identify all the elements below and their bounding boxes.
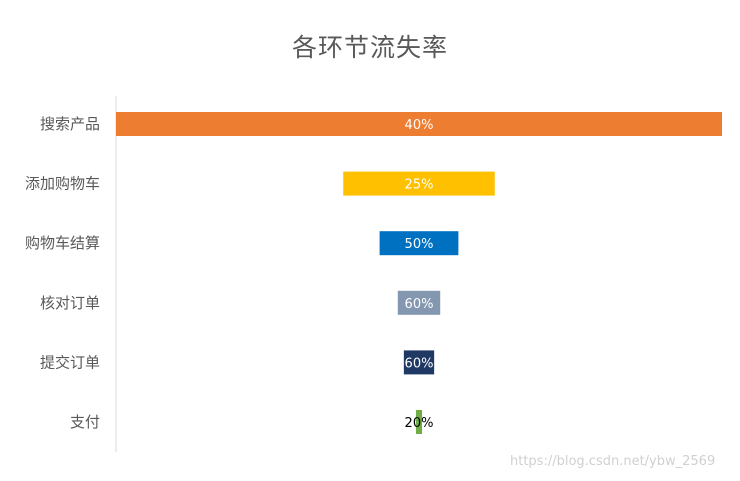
- category-label-3: 购物车结算: [25, 234, 100, 252]
- bar-2: [343, 171, 495, 196]
- bar-5: [403, 350, 435, 375]
- bar-4: [397, 290, 441, 315]
- watermark: https://blog.csdn.net/ybw_2569: [510, 454, 716, 469]
- bar-6: [415, 410, 423, 434]
- bar-3: [379, 231, 459, 256]
- data-label-1: 40%: [405, 118, 434, 133]
- category-label-5: 提交订单: [40, 353, 100, 371]
- category-label-6: 支付: [70, 413, 100, 431]
- chart-title: 各环节流失率: [291, 33, 448, 62]
- data-label-4: 60%: [405, 297, 434, 312]
- category-label-2: 添加购物车: [25, 175, 100, 193]
- data-label-6: 20%: [405, 416, 434, 431]
- data-label-3: 50%: [405, 237, 434, 252]
- data-label-2: 25%: [405, 178, 434, 193]
- bars-group: 搜索产品 40% 添加购物车 25% 购物车结算 50% 核对订单 60% 提交订单 60% 支付 2…: [25, 112, 722, 434]
- data-label-5: 60%: [405, 356, 434, 371]
- category-label-1: 搜索产品: [40, 115, 100, 133]
- bar-1: [116, 112, 722, 136]
- category-label-4: 核对订单: [40, 294, 100, 312]
